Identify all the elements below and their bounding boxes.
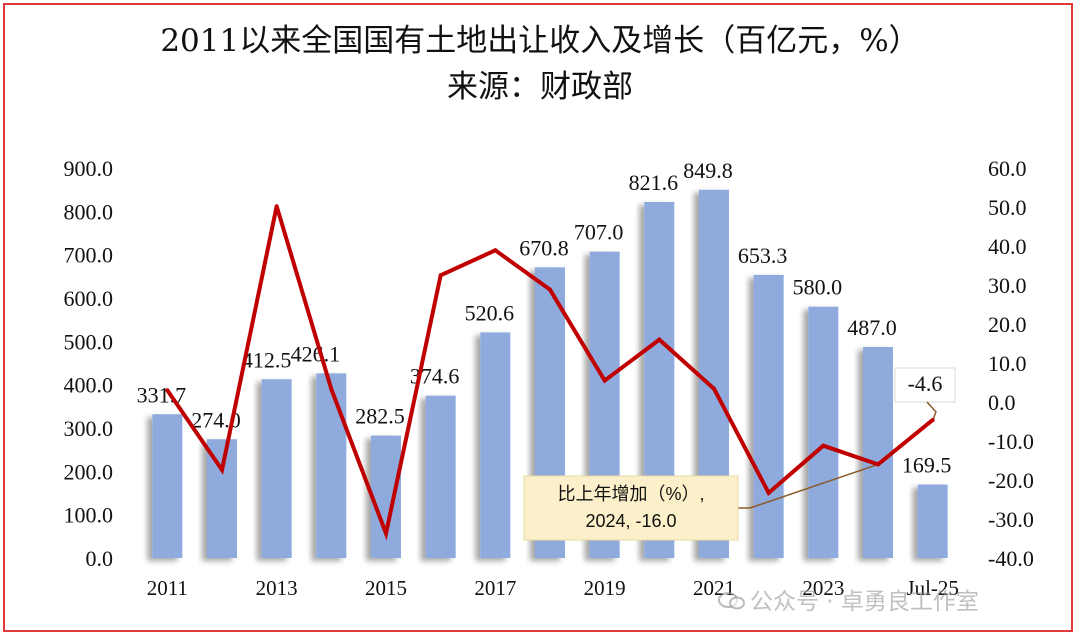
bar (316, 373, 347, 558)
y-left-tick-label: 900.0 (64, 156, 114, 181)
chart-frame (3, 3, 1073, 632)
watermark-text: 公众号 · 卓勇良工作室 (750, 589, 979, 615)
line-series (165, 204, 935, 541)
line-point (876, 462, 880, 467)
wechat-icon (718, 592, 745, 610)
y-left-tick-label: 0.0 (86, 546, 114, 571)
bar-data-label: 426.1 (291, 341, 341, 366)
bar-data-label: 487.0 (847, 315, 897, 340)
y-right-tick-label: -10.0 (988, 429, 1034, 454)
bar-data-label: 707.0 (574, 220, 624, 245)
line-point (712, 386, 716, 391)
annotation-label: 比上年增加（%）, (557, 484, 704, 504)
y-right-tick-label: 60.0 (988, 156, 1027, 181)
annotation-leader (738, 463, 879, 509)
x-axis: 2011 2013 2015 2017 2019 2021 2023 Jul-25 (147, 576, 959, 600)
chart-title-block: 2011以来全国国有土地出让收入及增长（百亿元，%） 来源：财政部 (0, 18, 1080, 110)
y-right-tick-label: 40.0 (988, 234, 1027, 259)
annotation-label: 2024, -16.0 (585, 511, 676, 531)
y-left-tick-label: 300.0 (64, 416, 114, 441)
y-left-tick-label: 600.0 (64, 286, 114, 311)
line-point (165, 388, 170, 393)
y-right-tick-label: 10.0 (988, 351, 1027, 376)
bar-data-label: 849.8 (683, 158, 733, 183)
bar (863, 346, 893, 558)
x-tick-label: Jul-25 (906, 576, 959, 600)
y-left-tick-label: 700.0 (64, 243, 114, 268)
line-point (384, 531, 388, 536)
y-left-tick-label: 200.0 (64, 459, 114, 484)
y-right-tick-label: -30.0 (988, 507, 1034, 532)
y-left-tick-label: 400.0 (64, 373, 114, 398)
line-point (220, 467, 224, 472)
bar (152, 414, 183, 558)
y-axis-right: -40.0 -30.0 -20.0 -10.0 0.0 10.0 20.0 30.0 40.0 5… (988, 156, 1034, 571)
annotations: -4.6 比上年增加（%）, 2024, -16.0 (523, 367, 956, 541)
bar-data-label: 412.5 (242, 347, 292, 372)
line-point (602, 378, 607, 383)
y-axis-left: 0.0 100.0 200.0 300.0 400.0 500.0 600.0 700.0 80… (64, 156, 114, 571)
x-tick-label: 2011 (147, 576, 188, 600)
bar (371, 435, 401, 558)
chart-title: 2011以来全国国有土地出让收入及增长（百亿元，%） (160, 23, 920, 59)
y-right-tick-label: 20.0 (988, 312, 1027, 337)
y-right-tick-label: 50.0 (988, 195, 1027, 220)
x-tick-label: 2013 (256, 576, 298, 600)
bar-data-label: 520.6 (465, 300, 515, 325)
line-point (329, 387, 334, 392)
x-tick-label: 2015 (365, 576, 407, 600)
line-point (548, 287, 552, 292)
line-point (766, 490, 771, 495)
annotation-leader (926, 401, 937, 421)
x-tick-label: 2019 (584, 576, 626, 600)
bar-data-label: 580.0 (793, 275, 843, 300)
line-point (274, 204, 279, 209)
x-tick-label: 2017 (474, 576, 516, 600)
line-point (930, 417, 935, 422)
bar (917, 484, 948, 558)
bar-series (152, 189, 948, 558)
line-point (493, 248, 498, 253)
y-left-tick-label: 100.0 (64, 503, 114, 528)
line-point (438, 273, 443, 278)
x-tick-label: 2023 (802, 576, 844, 600)
bar (753, 274, 784, 558)
line-point (821, 443, 826, 448)
annotation-box (894, 367, 956, 403)
bar-data-label: 670.8 (519, 235, 569, 260)
annotation-label: -4.6 (908, 371, 943, 396)
line-point (657, 337, 662, 342)
bar-data-label: 821.6 (629, 170, 679, 195)
bar (207, 439, 237, 558)
bar (425, 395, 456, 558)
annotation-box (523, 475, 739, 541)
bar (808, 306, 839, 558)
y-right-tick-label: -20.0 (988, 468, 1034, 493)
y-left-tick-label: 800.0 (64, 199, 114, 224)
bar-data-label: 653.3 (738, 243, 788, 268)
bar (480, 332, 511, 558)
chart-subtitle: 来源：财政部 (447, 69, 633, 105)
y-left-tick-label: 500.0 (64, 329, 114, 354)
bar (261, 379, 292, 558)
y-right-tick-label: 0.0 (988, 390, 1016, 415)
watermark: 公众号 · 卓勇良工作室 (718, 582, 979, 616)
y-right-tick-label: 30.0 (988, 273, 1027, 298)
bar-data-label: 169.5 (902, 453, 952, 478)
x-tick-label: 2021 (693, 576, 735, 600)
bar-data-label: 282.5 (355, 404, 405, 429)
y-right-tick-label: -40.0 (988, 546, 1034, 571)
